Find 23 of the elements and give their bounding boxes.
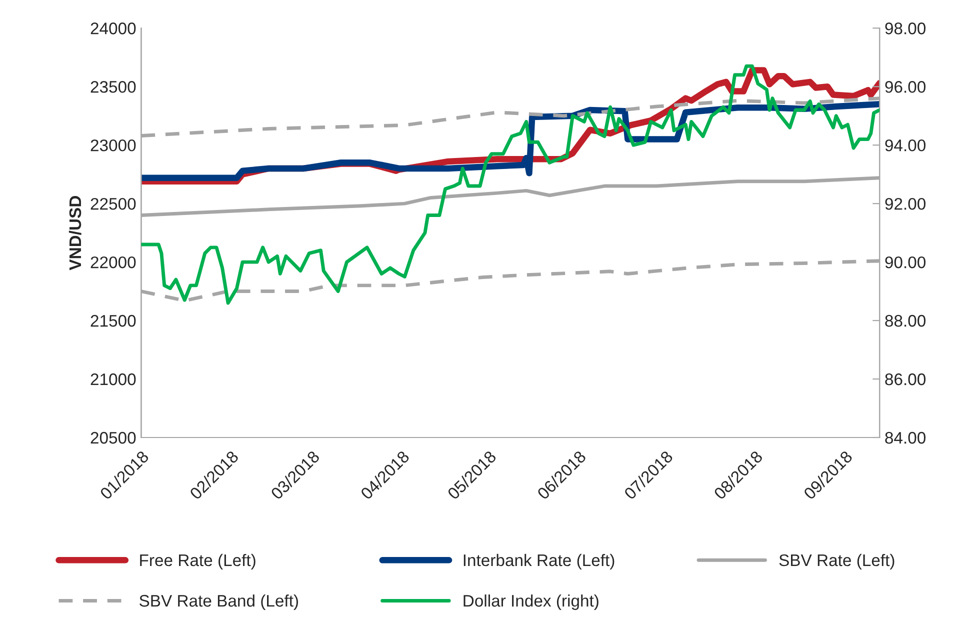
legend-label: Dollar Index (right): [464, 594, 598, 610]
y2-tick-label: 92.00: [885, 198, 926, 210]
y2-tick-label: 86.00: [885, 373, 926, 386]
y2-tick-label: 96.00: [885, 81, 926, 93]
y-tick-label: 24000: [90, 22, 136, 34]
y-tick-label: 22500: [90, 198, 136, 210]
y2-tick-label: 94.00: [885, 139, 926, 152]
y-axis-title: VND/USD: [68, 196, 82, 270]
y-tick-label: 22000: [90, 256, 136, 268]
y-tick-label: 20500: [90, 432, 136, 444]
y-tick-label: 23500: [90, 81, 136, 93]
y2-tick-label: 90.00: [885, 256, 926, 268]
legend-label: SBV Rate (Left): [779, 554, 894, 570]
y2-tick-label: 88.00: [885, 314, 926, 327]
legend-label: Interbank Rate (Left): [464, 554, 614, 570]
y-tick-label: 21500: [90, 314, 136, 327]
y-tick-label: 21000: [90, 373, 136, 386]
y2-tick-label: 84.00: [885, 432, 926, 444]
legend-label: Free Rate (Left): [140, 554, 256, 570]
y2-tick-label: 98.00: [885, 22, 926, 34]
legend-label: SBV Rate Band (Left): [140, 594, 298, 610]
y-tick-label: 23000: [90, 139, 136, 152]
line-series: [141, 64, 880, 305]
